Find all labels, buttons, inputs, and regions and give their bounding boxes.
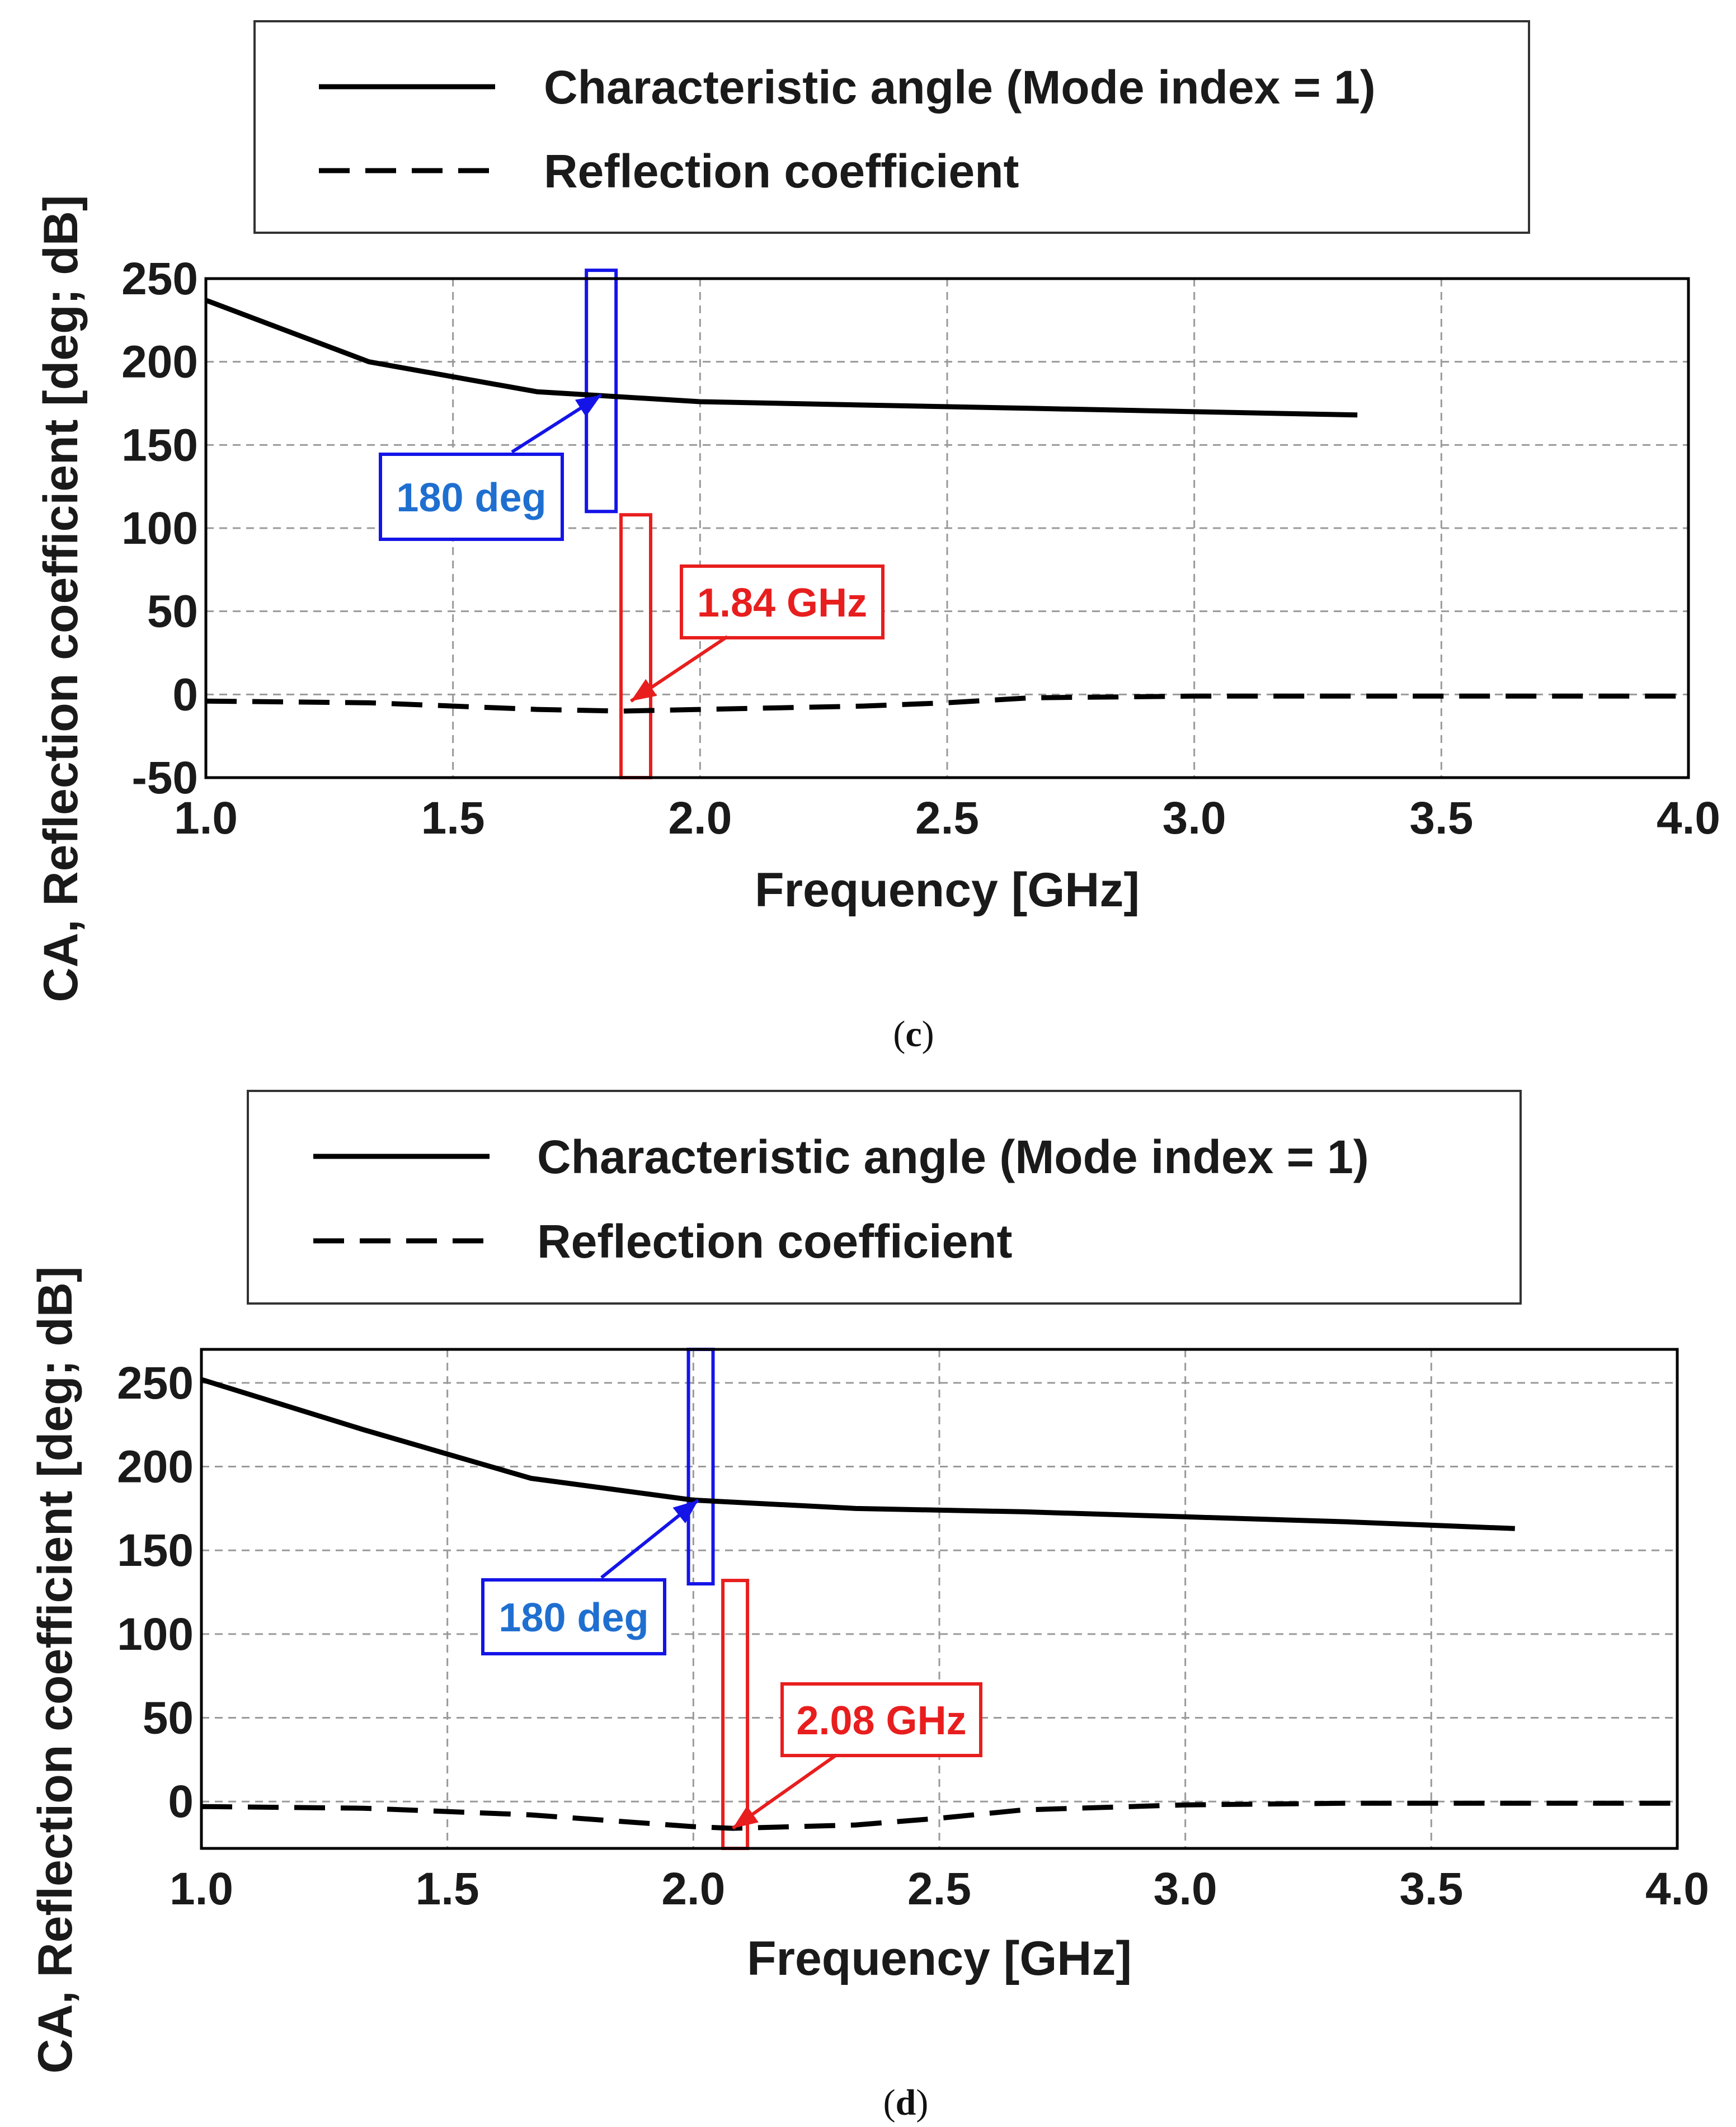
annotation-box-angle: [481, 1578, 666, 1655]
x-tick-label: 3.0: [1163, 793, 1226, 844]
annotation-label-angle: 180 deg: [396, 476, 546, 520]
x-tick-label: 2.0: [668, 793, 732, 844]
x-tick-label: 1.5: [421, 793, 485, 844]
x-tick-label: 1.0: [174, 793, 238, 844]
caption-letter: d: [896, 2082, 916, 2123]
legend-box: [247, 1090, 1522, 1305]
y-tick-label: 100: [117, 1609, 194, 1660]
caption-paren-open: (: [893, 1014, 905, 1055]
series-line-reflection-coefficient: [205, 693, 1688, 714]
plot-frame: [200, 1348, 1679, 1850]
x-tick-label: 2.5: [907, 1864, 971, 1914]
x-tick-label: 4.0: [1645, 1864, 1709, 1914]
panel-caption: (c): [893, 1014, 934, 1055]
highlight-band-angle: [585, 269, 618, 514]
series-line-characteristic-angle: [200, 1377, 1515, 1531]
annotation-label-frequency: 1.84 GHz: [697, 581, 867, 625]
y-tick-label: 250: [117, 1358, 194, 1409]
caption-paren-open: (: [883, 2082, 896, 2123]
y-tick-label: 250: [121, 253, 198, 304]
x-tick-label: 3.5: [1399, 1864, 1463, 1914]
chart-panel-d: Characteristic angle (Mode index = 1) Ref…: [29, 1090, 1709, 2123]
annotation-arrowhead-frequency: [631, 679, 657, 702]
caption-paren-close: ): [922, 1014, 934, 1055]
series-line-reflection-coefficient: [201, 1800, 1677, 1831]
y-tick-label: 150: [117, 1525, 194, 1576]
series-line-characteristic-angle: [205, 298, 1358, 418]
caption-letter: c: [905, 1014, 921, 1055]
annotation-box-frequency: [680, 564, 885, 639]
x-tick-label: 3.0: [1154, 1864, 1217, 1914]
annotation-arrowhead-angle: [575, 395, 601, 417]
x-tick-label: 3.5: [1409, 793, 1473, 844]
x-tick-label: 1.5: [416, 1864, 479, 1914]
caption-paren-close: ): [916, 2082, 928, 2123]
y-tick-label: 150: [121, 420, 198, 470]
legend-label-2: Reflection coefficient: [537, 1215, 1012, 1268]
annotation-box-frequency: [780, 1682, 982, 1757]
legend-label-1: Characteristic angle (Mode index = 1): [537, 1131, 1369, 1183]
annotation-label-frequency: 2.08 GHz: [796, 1698, 966, 1743]
x-axis-label: Frequency [GHz]: [747, 1932, 1132, 1985]
x-tick-label: 2.0: [661, 1864, 725, 1914]
x-axis-label: Frequency [GHz]: [755, 863, 1140, 917]
y-tick-label: 50: [147, 586, 198, 637]
annotation-box-angle: [379, 453, 564, 541]
y-axis-label: CA, Reflection coefficient [deg; dB]: [34, 195, 88, 1003]
y-tick-label: 100: [121, 503, 198, 554]
y-tick-label: 50: [143, 1693, 194, 1744]
legend-box: [253, 20, 1530, 234]
chart-panel-c: Characteristic angle (Mode index = 1) Ref…: [34, 20, 1720, 1055]
legend-label-2: Reflection coefficient: [544, 145, 1019, 197]
panel-caption: (d): [883, 2082, 929, 2123]
y-tick-label: 0: [172, 669, 198, 720]
y-axis-label: CA, Reflection coefficient [deg; dB]: [29, 1267, 82, 2074]
x-tick-label: 2.5: [915, 793, 979, 844]
legend-label-1: Characteristic angle (Mode index = 1): [544, 61, 1376, 114]
annotation-label-angle: 180 deg: [498, 1596, 648, 1640]
y-tick-label: 200: [121, 337, 198, 388]
y-tick-label: -50: [131, 752, 198, 803]
plot-frame: [204, 277, 1690, 779]
y-tick-label: 200: [117, 1442, 194, 1493]
annotation-arrowhead-frequency: [732, 1805, 759, 1829]
annotation-arrowhead-angle: [672, 1500, 699, 1523]
x-tick-label: 4.0: [1657, 793, 1720, 844]
y-tick-label: 0: [168, 1776, 194, 1827]
x-tick-label: 1.0: [170, 1864, 233, 1914]
